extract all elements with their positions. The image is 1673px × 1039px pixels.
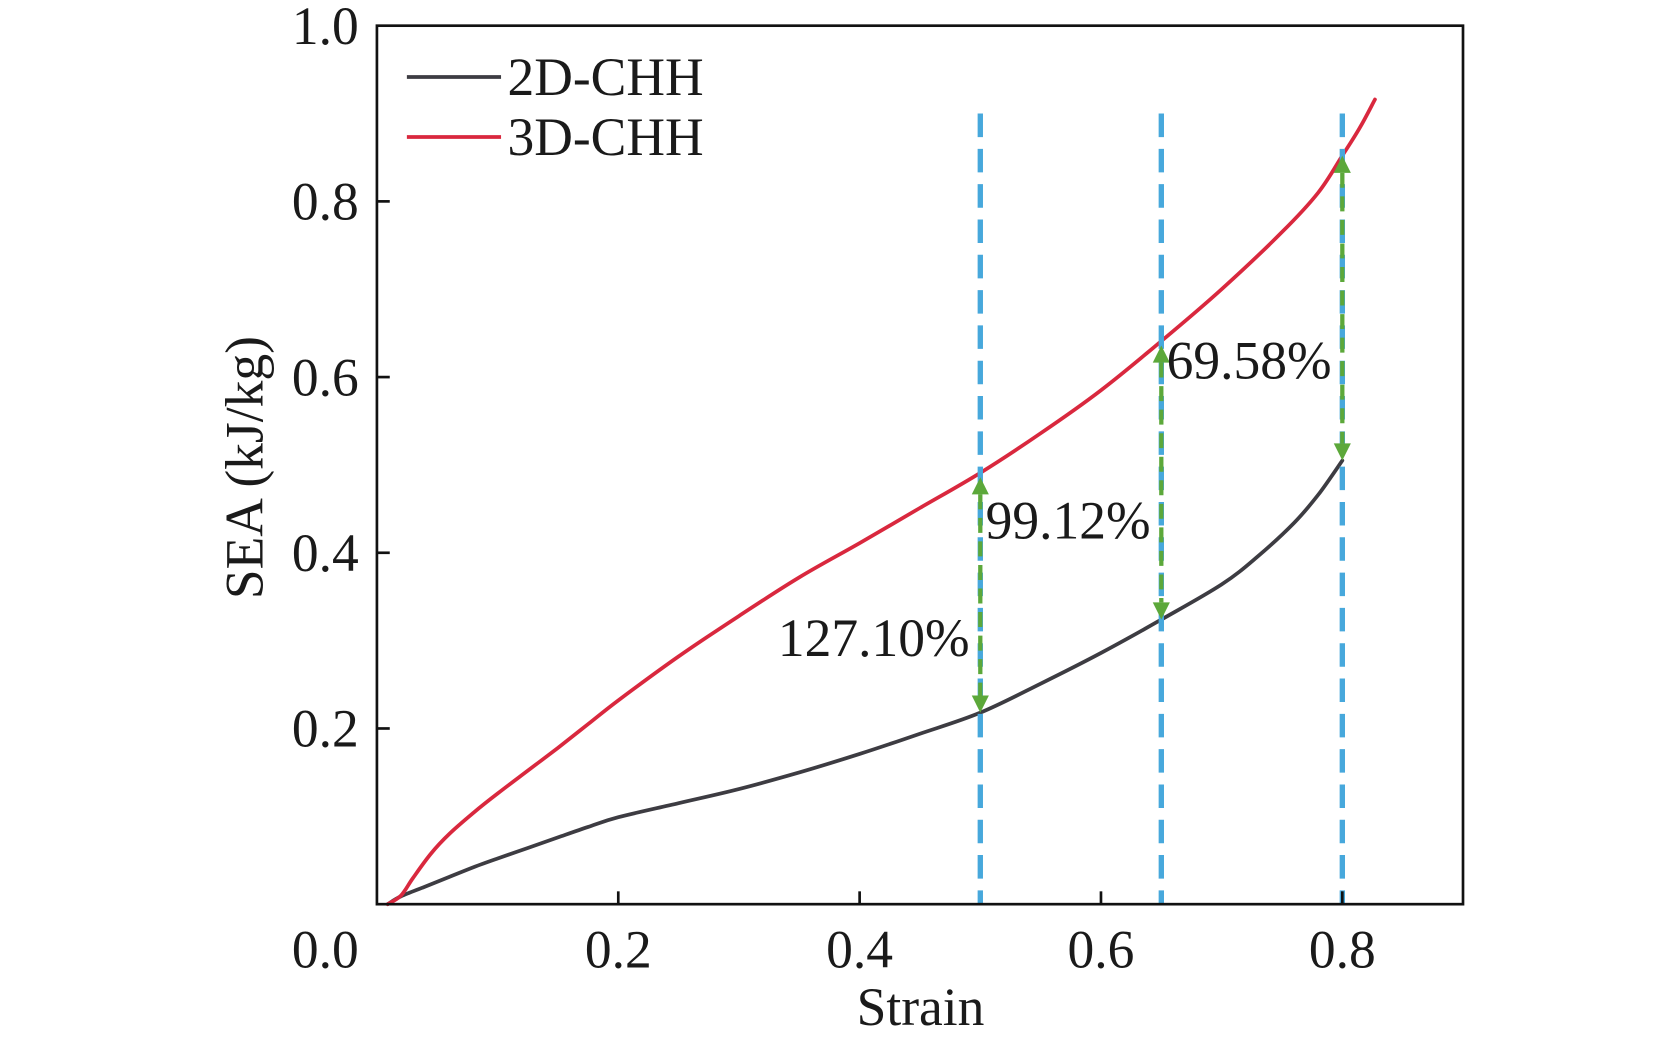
y-tick-label-4: 1.0 <box>292 0 359 56</box>
annotation-arrowhead-down-2 <box>1152 602 1170 620</box>
plot-frame <box>375 24 1465 906</box>
annotation-arrowhead-up-1 <box>971 477 989 495</box>
y-tick-label-1: 0.4 <box>292 523 359 583</box>
x-tick-label-3: 0.6 <box>1068 919 1135 979</box>
annotation-label-2: 99.12% <box>986 490 1151 550</box>
legend-label-3d-chh: 3D-CHH <box>507 107 703 167</box>
series-layer <box>385 97 1377 907</box>
y-tick-label-2: 0.6 <box>292 347 359 407</box>
series-line-3d-chh <box>385 97 1377 907</box>
annotation-2: 99.12% <box>986 345 1170 620</box>
annotation-arrowhead-up-3 <box>1333 155 1351 173</box>
x-tick-label-1: 0.2 <box>585 919 652 979</box>
x-axis-label: Strain <box>857 977 985 1037</box>
x-tick-label-4: 0.8 <box>1309 919 1376 979</box>
y-axis-label: SEA (kJ/kg) <box>214 336 274 599</box>
annotations: 127.10% 99.12% 69.58% <box>778 155 1351 713</box>
y-tick-label-0: 0.2 <box>292 699 359 759</box>
annotation-3: 69.58% <box>1167 155 1351 461</box>
annotation-1: 127.10% <box>778 477 989 713</box>
annotation-arrowhead-down-3 <box>1333 443 1351 461</box>
axis-ticks: 0.0 0.2 0.4 0.6 0.8 0.2 0.4 0.6 0.8 1.0 <box>292 0 1376 979</box>
annotation-label-1: 127.10% <box>778 608 970 668</box>
legend: 2D-CHH 3D-CHH <box>406 47 704 167</box>
x-tick-label-2: 0.4 <box>826 919 893 979</box>
annotation-arrowhead-down-1 <box>971 695 989 713</box>
series-line-2d-chh <box>385 458 1345 907</box>
y-tick-label-3: 0.8 <box>292 172 359 232</box>
legend-label-2d-chh: 2D-CHH <box>507 47 703 107</box>
annotation-arrowhead-up-2 <box>1152 345 1170 363</box>
x-tick-label-0: 0.0 <box>292 919 359 979</box>
annotation-label-3: 69.58% <box>1167 331 1332 391</box>
